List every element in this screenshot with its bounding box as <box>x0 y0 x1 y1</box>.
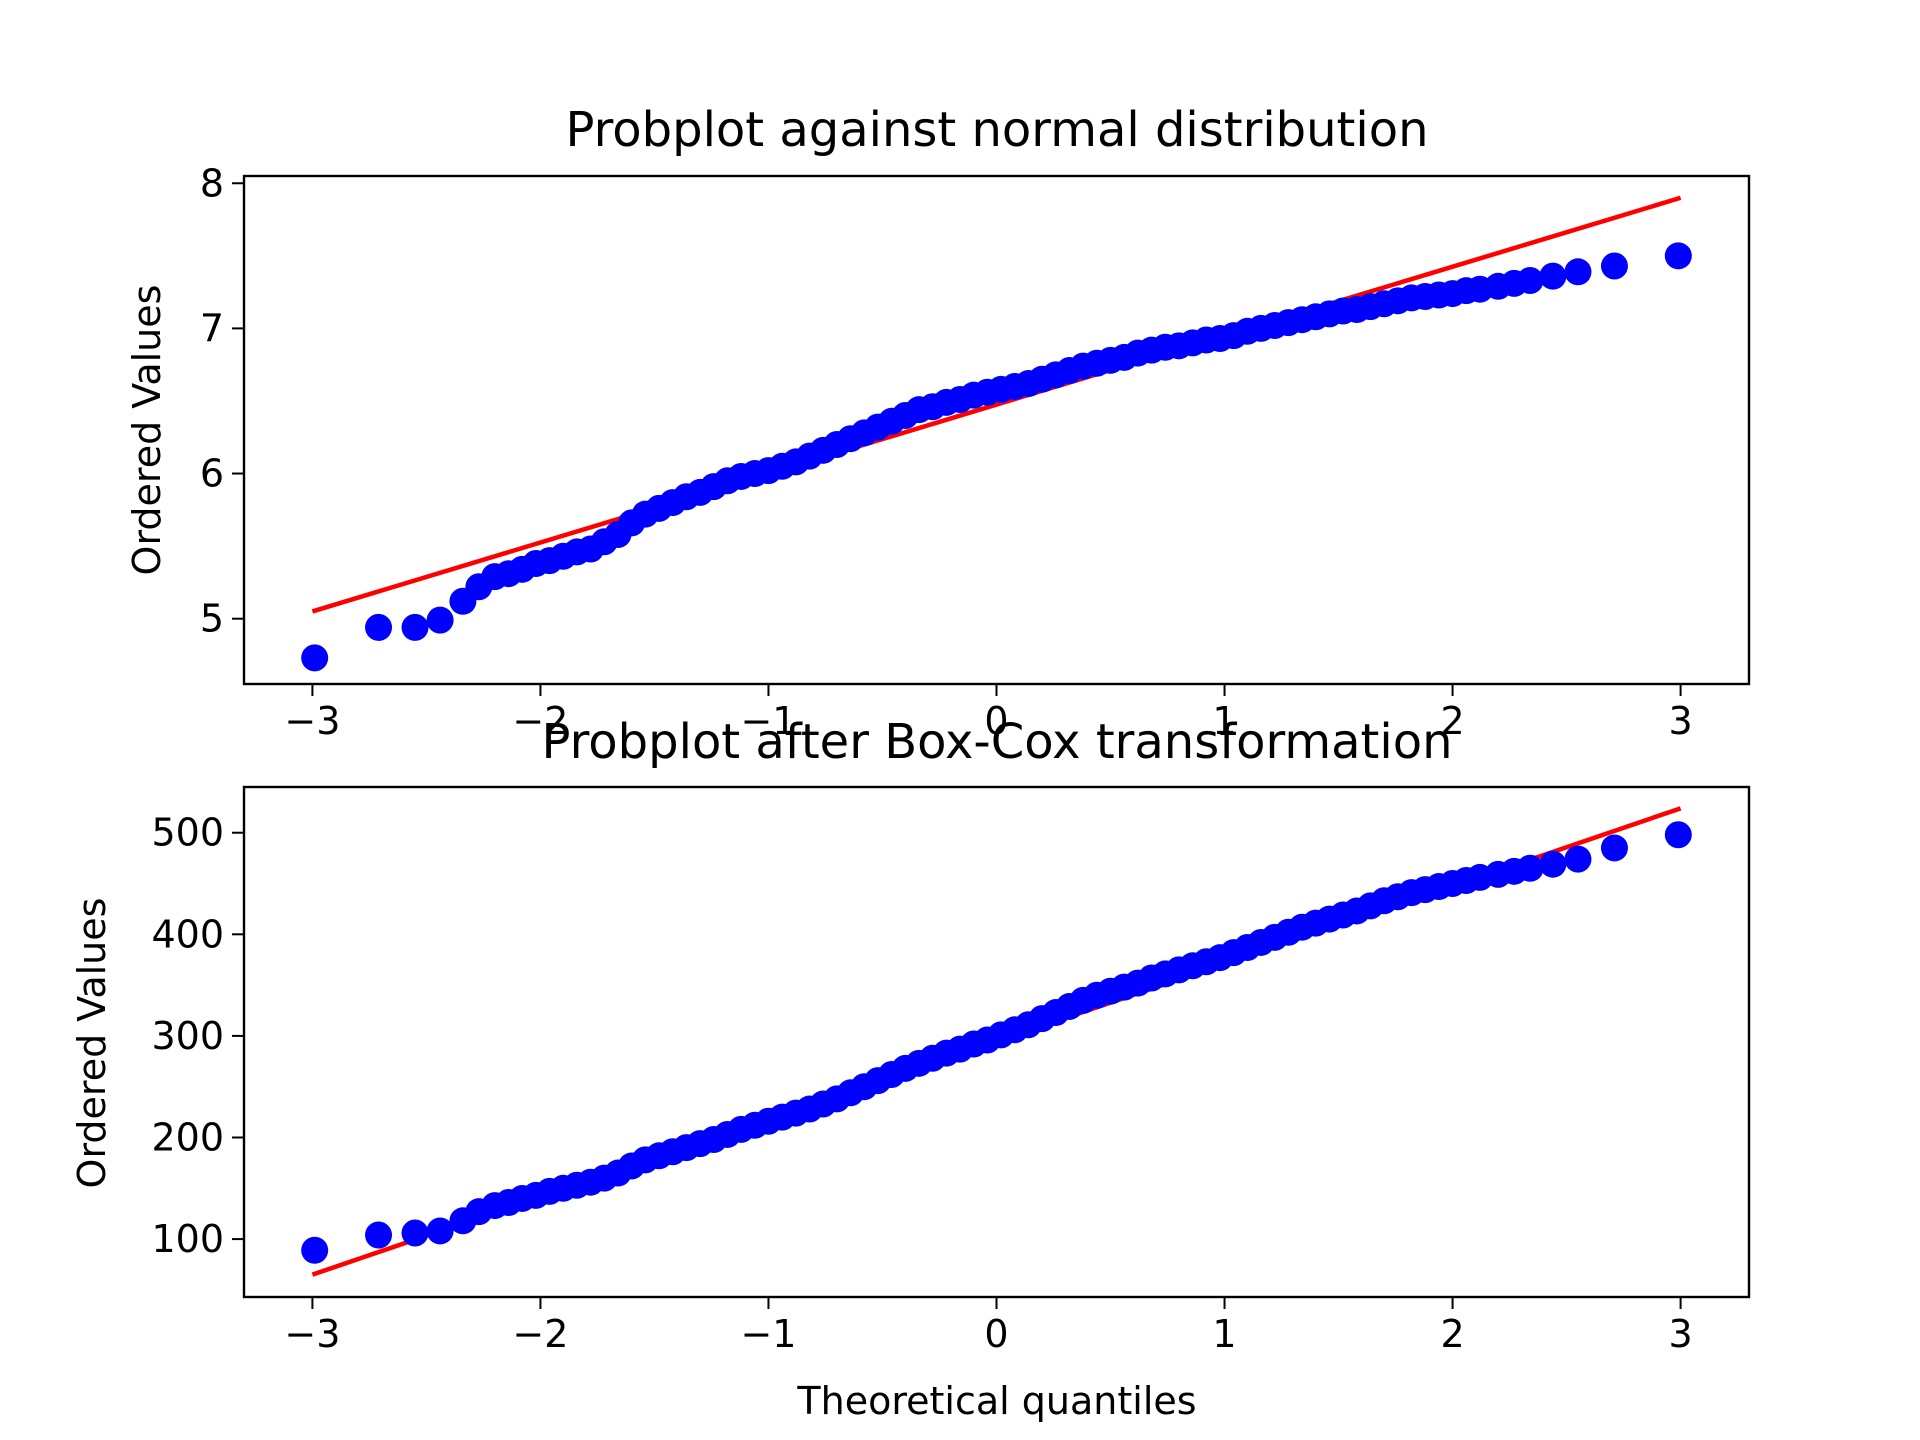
data-point <box>426 1217 454 1245</box>
axis-ticks: −3 −2 −1 0 1 2 3 100 200 300 400 500 <box>151 811 1692 1356</box>
y-tick-label: 200 <box>151 1115 224 1159</box>
x-tick-label: 1 <box>1212 699 1236 743</box>
data-point <box>301 1236 329 1264</box>
x-axis-label: Theoretical quantiles <box>796 1379 1196 1423</box>
x-tick-label: −3 <box>284 699 340 743</box>
y-tick-label: 500 <box>151 811 224 855</box>
x-tick-label: 0 <box>984 699 1008 743</box>
y-tick-label: 100 <box>151 1217 224 1261</box>
y-tick-label: 6 <box>200 452 224 496</box>
x-tick-label: −2 <box>512 1312 568 1356</box>
chart-title: Probplot against normal distribution <box>566 102 1429 158</box>
data-point <box>1600 834 1628 862</box>
data-point <box>1564 845 1592 873</box>
axis-ticks: −3 −2 −1 0 1 2 3 5 6 7 8 <box>200 161 1693 743</box>
data-point <box>1664 821 1692 849</box>
data-point <box>1664 242 1692 270</box>
x-tick-label: −3 <box>284 1312 340 1356</box>
x-tick-label: −1 <box>740 699 796 743</box>
data-point <box>1516 854 1544 882</box>
data-point <box>401 613 429 641</box>
subplot-normal: Probplot against normal distribution Ord… <box>125 102 1751 743</box>
x-tick-label: −2 <box>512 699 568 743</box>
y-tick-label: 7 <box>200 306 224 350</box>
x-tick-label: 2 <box>1440 1312 1464 1356</box>
x-tick-label: 3 <box>1668 699 1692 743</box>
data-point <box>1516 267 1544 295</box>
data-point <box>301 644 329 672</box>
data-point <box>365 1221 393 1249</box>
y-tick-label: 300 <box>151 1014 224 1058</box>
x-tick-label: 0 <box>984 1312 1008 1356</box>
y-tick-label: 5 <box>200 597 224 641</box>
data-point <box>365 613 393 641</box>
chart-title: Probplot after Box-Cox transformation <box>542 714 1453 770</box>
x-tick-label: 2 <box>1440 699 1464 743</box>
y-tick-label: 400 <box>151 912 224 956</box>
x-tick-label: 1 <box>1212 1312 1236 1356</box>
data-point <box>1564 258 1592 286</box>
data-point <box>401 1219 429 1247</box>
x-tick-label: −1 <box>740 1312 796 1356</box>
plot-frame <box>242 174 1751 686</box>
data-points <box>301 821 1692 1264</box>
data-point <box>1600 252 1628 280</box>
fit-line <box>311 195 1682 614</box>
plot-frame <box>242 785 1751 1299</box>
subplot-boxcox: −3 −2 −1 0 1 2 3 100 200 300 400 500 Probplot after… <box>70 714 1751 1423</box>
data-point <box>1539 850 1567 878</box>
x-tick-label: 3 <box>1668 1312 1692 1356</box>
y-tick-label: 8 <box>200 161 224 205</box>
data-point <box>426 606 454 634</box>
y-axis-label: Ordered Values <box>70 898 114 1189</box>
data-points <box>301 242 1692 672</box>
data-point <box>1539 262 1567 290</box>
fit-line-layer <box>311 195 1682 614</box>
y-axis-label: Ordered Values <box>125 285 169 576</box>
